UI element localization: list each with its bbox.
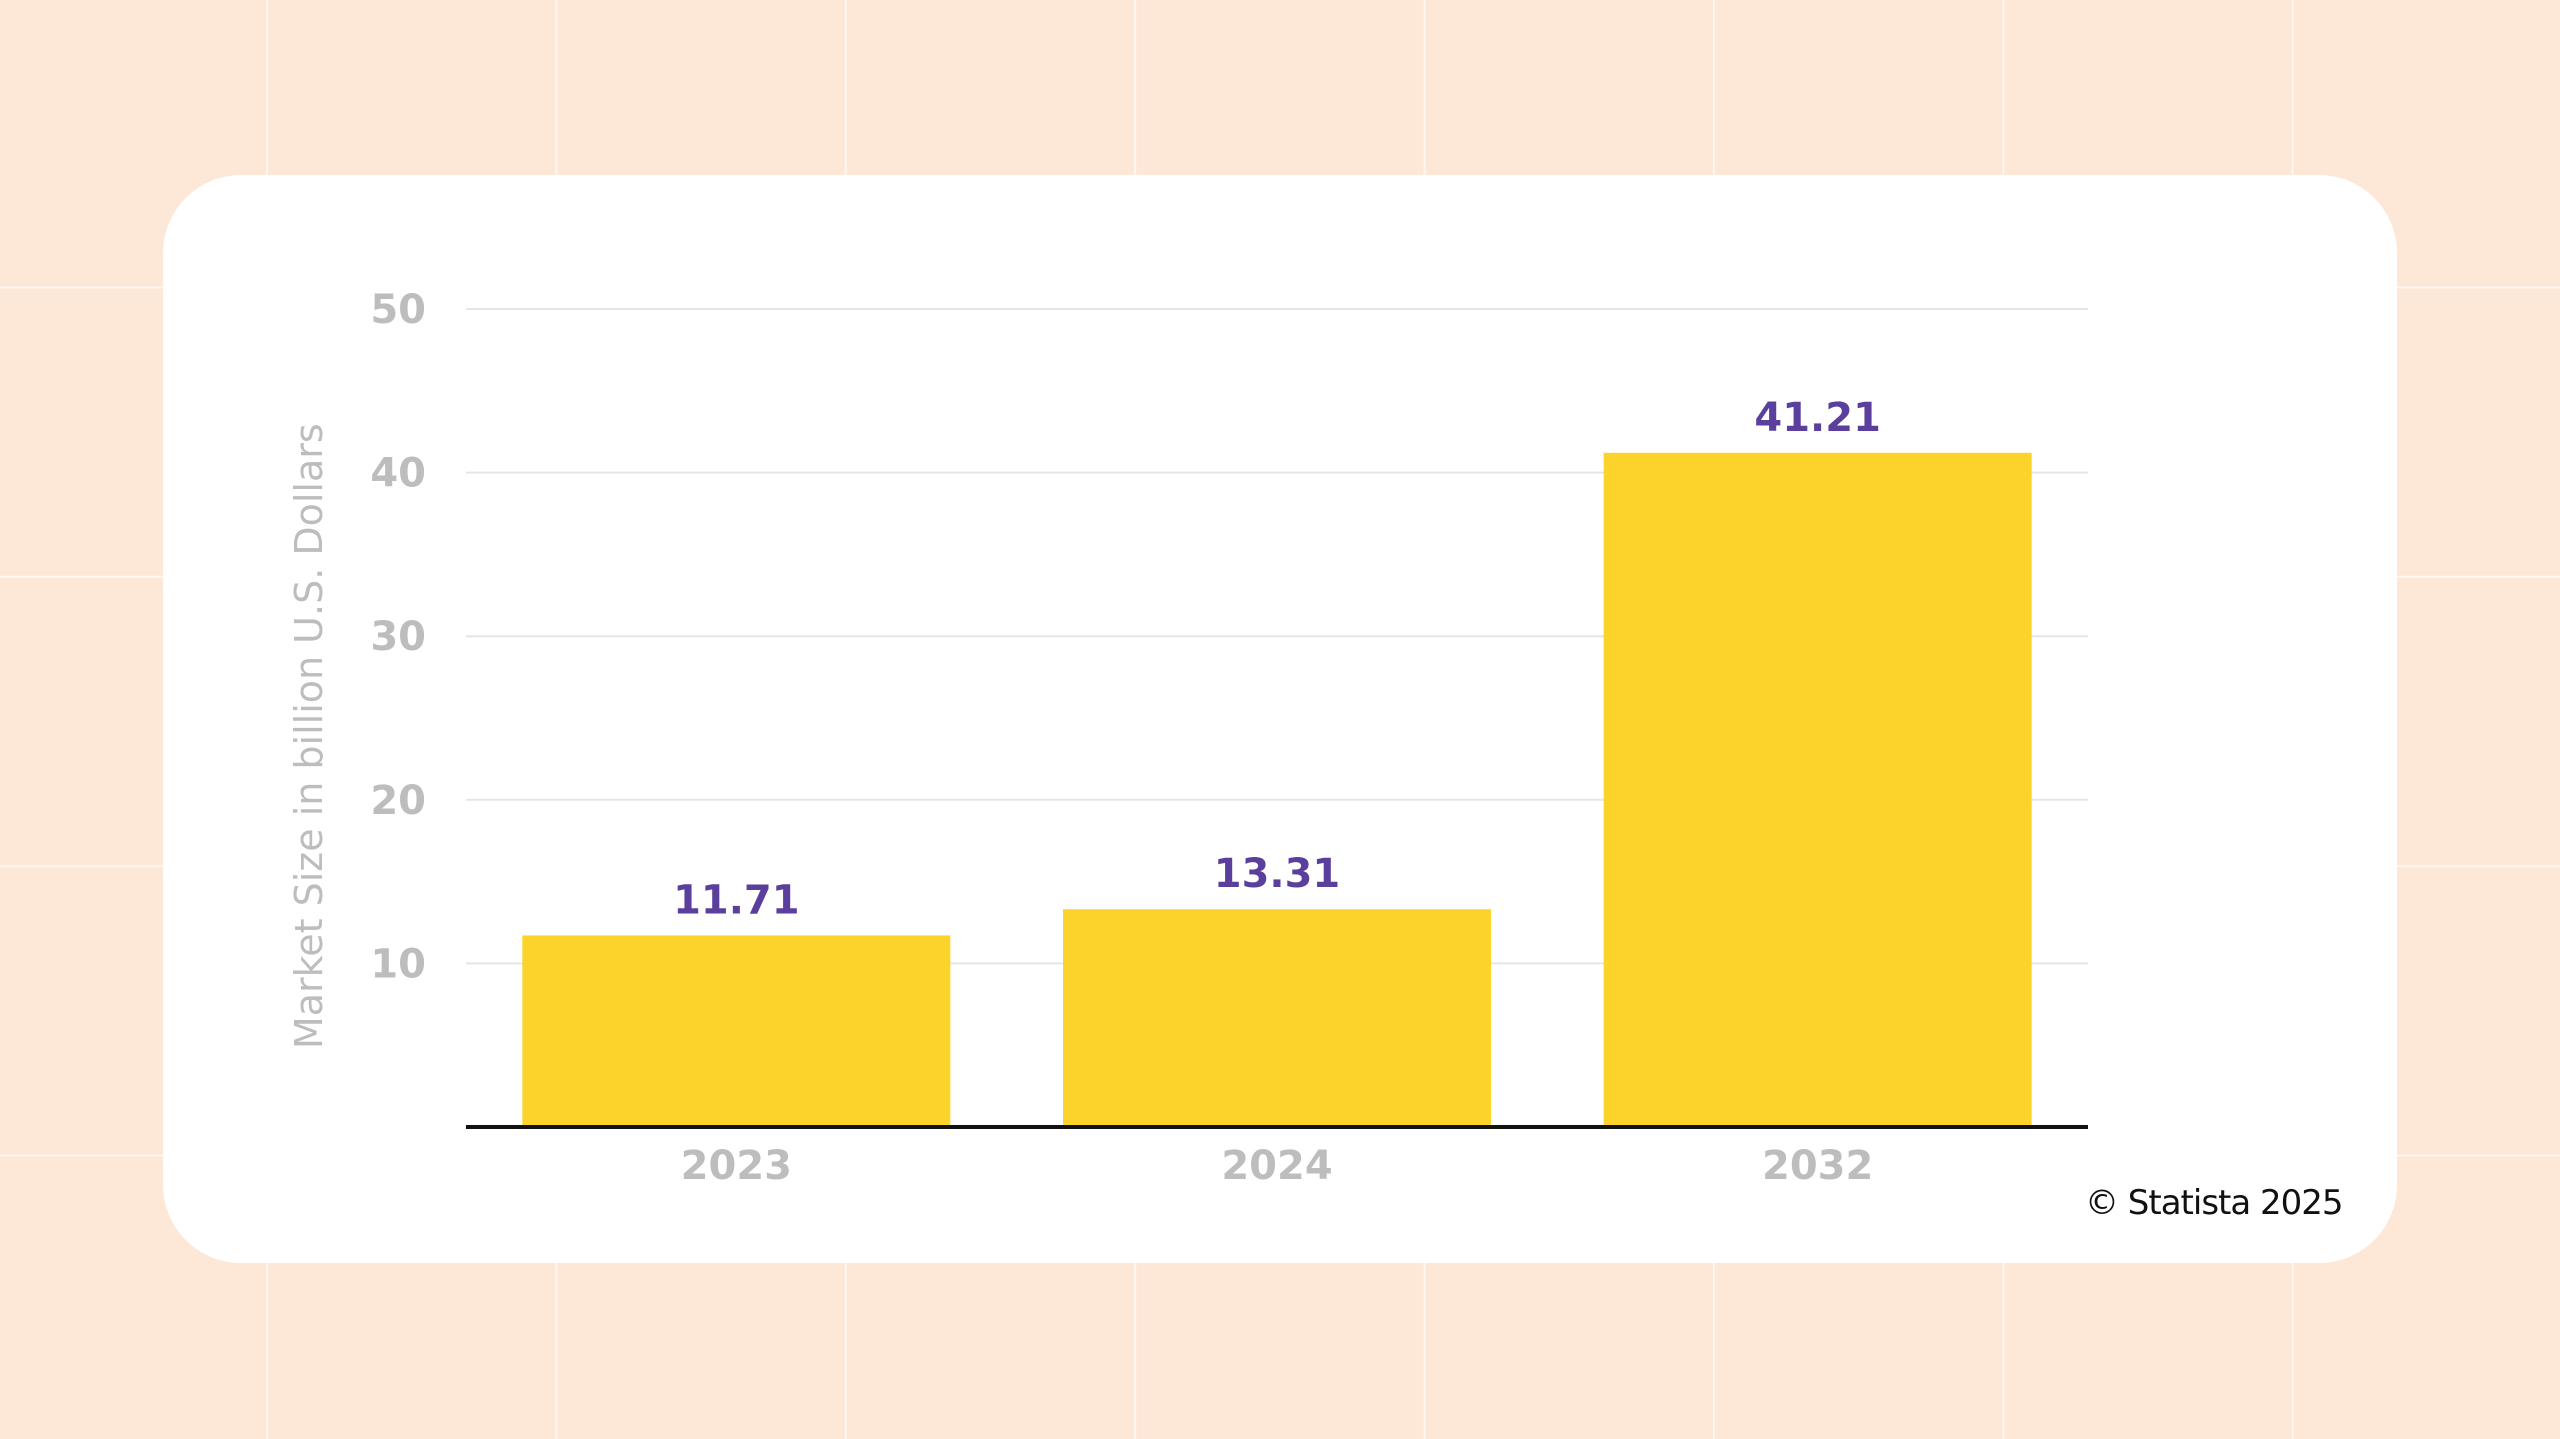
data-label: 13.31 — [1214, 851, 1341, 897]
bars — [522, 452, 2032, 1127]
bar-2024 — [1063, 909, 1491, 1127]
y-tick-label: 40 — [370, 451, 426, 497]
y-axis-ticks: 10 20 30 40 50 — [370, 287, 426, 987]
data-labels: 11.71 13.31 41.21 — [673, 395, 1881, 924]
bar-2032 — [1603, 452, 2032, 1127]
x-tick-label: 2032 — [1762, 1143, 1873, 1189]
data-label: 11.71 — [673, 877, 800, 923]
statista-credit: © Statista 2025 — [2085, 1183, 2344, 1223]
x-tick-label: 2024 — [1221, 1143, 1332, 1189]
x-tick-label: 2023 — [681, 1143, 792, 1189]
bar-2023 — [522, 935, 951, 1127]
data-label: 41.21 — [1754, 395, 1881, 441]
y-tick-label: 10 — [370, 941, 426, 987]
y-tick-label: 30 — [370, 614, 426, 660]
y-tick-label: 20 — [370, 778, 426, 824]
x-axis-ticks: 2023 2024 2032 — [681, 1143, 1874, 1189]
y-axis-title: Market Size in billion U.S. Dollars — [287, 423, 331, 1049]
y-tick-label: 50 — [370, 287, 426, 333]
